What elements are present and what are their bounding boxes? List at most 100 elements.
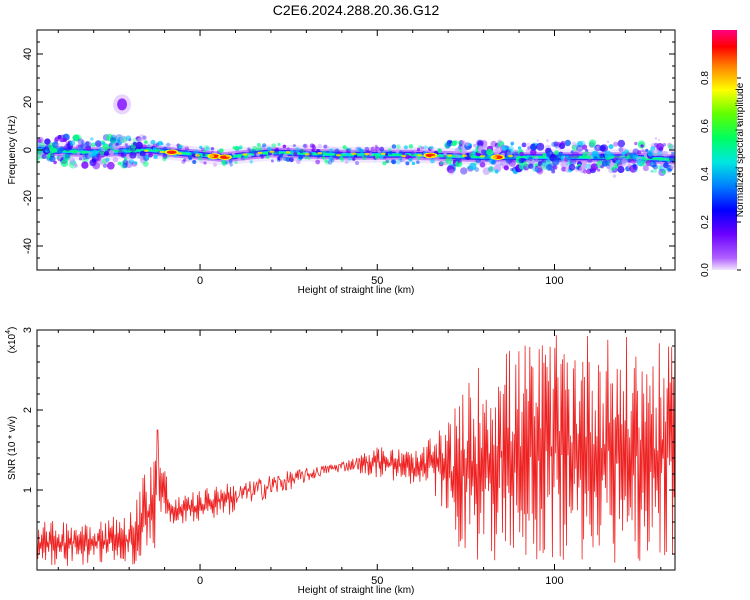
spectral-blob	[144, 140, 148, 144]
spectral-blob	[328, 156, 333, 161]
spectral-blob	[265, 151, 269, 156]
spectral-blob	[218, 148, 224, 154]
spectral-blob	[249, 160, 253, 164]
spectral-speck	[651, 163, 654, 166]
ridge-accent	[447, 154, 453, 157]
spectral-blob	[416, 160, 420, 164]
spectral-blob	[256, 142, 261, 148]
colorbar: 0.0 0.2 0.4 0.6 0.8 Normalized spectral ampl…	[700, 30, 746, 277]
spectral-blob	[420, 146, 425, 150]
ridge-accent	[507, 154, 513, 158]
spectral-blob	[558, 151, 564, 157]
snr-panel: 0 50 100 1 2 3 Height of straight line (km) S…	[5, 327, 676, 596]
spectral-blob	[139, 150, 146, 157]
spectrogram-xlabel: Height of straight line (km)	[298, 285, 415, 296]
spectral-blob	[593, 156, 598, 160]
spectral-blob	[456, 157, 460, 162]
spectral-blob	[671, 151, 675, 156]
spectral-blob	[125, 135, 132, 141]
spectral-blob	[62, 138, 67, 143]
spectral-blob	[484, 155, 490, 162]
spectral-blob	[345, 152, 350, 157]
spectral-blob	[645, 148, 649, 152]
spectral-blob	[85, 145, 91, 151]
spectral-blob	[468, 162, 477, 171]
spectral-blob	[296, 159, 301, 165]
ridge-accent	[461, 154, 467, 157]
spectral-blob	[486, 148, 493, 156]
spectral-blob	[411, 161, 416, 166]
spectral-blob	[475, 157, 482, 164]
spectral-blob	[166, 142, 171, 147]
spectrogram-xtick-label: 100	[545, 275, 563, 287]
spectral-blob	[477, 140, 484, 147]
spectral-blob	[541, 159, 546, 163]
spectral-blob	[664, 161, 669, 166]
spectral-blob	[186, 149, 190, 153]
spectral-blob	[203, 149, 207, 153]
spectral-blob	[137, 154, 141, 159]
spectral-blob	[202, 153, 206, 157]
spectral-blob	[656, 143, 664, 151]
spectral-blob	[355, 146, 360, 151]
spectral-blob	[74, 164, 78, 168]
spectral-blob	[451, 140, 457, 147]
spectral-speck	[546, 139, 549, 143]
snr-scale-label: (x104)	[5, 327, 18, 354]
spectral-blob	[360, 148, 365, 153]
spectral-blob	[576, 144, 584, 152]
spectral-blob	[69, 140, 75, 146]
spectral-blob	[298, 154, 304, 160]
ridge-accent	[416, 154, 422, 157]
snr-ytick-label: 3	[22, 327, 34, 333]
spectral-speck	[654, 137, 658, 140]
spectrogram-ytick-label: 20	[22, 96, 34, 108]
spectral-blob	[405, 161, 410, 166]
spectral-blob	[63, 143, 72, 152]
colorbar-tick-label: 0.6	[700, 119, 711, 133]
spectral-blob	[395, 159, 401, 165]
ridge-accent	[209, 155, 215, 158]
spectral-blob	[551, 153, 555, 158]
spectral-blob	[182, 145, 186, 149]
ridge-accent	[492, 156, 498, 159]
spectral-blob	[192, 159, 197, 165]
snr-scale-exponent: 4	[5, 330, 12, 334]
spectral-blob	[247, 147, 251, 151]
spectral-blob	[148, 152, 153, 158]
colorbar-tick-label: 0.8	[700, 71, 711, 85]
spectral-blob	[460, 167, 468, 175]
spectral-blob	[142, 135, 147, 140]
spectral-blob	[568, 161, 572, 165]
figure-title: C2E6.2024.288.20.36.G12	[273, 2, 440, 18]
spectral-blob	[183, 158, 187, 162]
spectral-blob	[557, 152, 564, 159]
ridge-accent	[351, 152, 357, 155]
spectral-blob	[255, 147, 260, 152]
spectral-blob	[323, 144, 328, 149]
ridge-accent	[317, 152, 323, 155]
spectral-blob	[535, 168, 540, 172]
spectral-blob	[355, 147, 361, 153]
spectral-blob	[363, 154, 367, 158]
spectral-blob	[474, 167, 480, 173]
spectral-blob	[510, 142, 514, 146]
spectral-blob	[74, 134, 82, 142]
spectral-blob	[90, 137, 94, 141]
spectral-blob	[613, 141, 619, 147]
spectral-blob	[662, 151, 668, 157]
spectral-speck	[606, 140, 610, 144]
spectral-blob	[179, 144, 183, 149]
spectral-blob	[437, 148, 443, 154]
spectral-blob	[658, 156, 664, 162]
ridge-accent	[225, 154, 231, 158]
spectral-blob	[327, 159, 333, 165]
spectral-blob	[657, 150, 663, 157]
spectral-blob	[324, 159, 328, 163]
spectral-blob	[225, 161, 229, 165]
spectral-speck	[497, 139, 502, 144]
spectral-blob	[312, 146, 317, 150]
colorbar-tick-label: 0.0	[700, 263, 711, 277]
spectral-blob	[354, 154, 358, 158]
spectral-blob	[337, 155, 341, 159]
